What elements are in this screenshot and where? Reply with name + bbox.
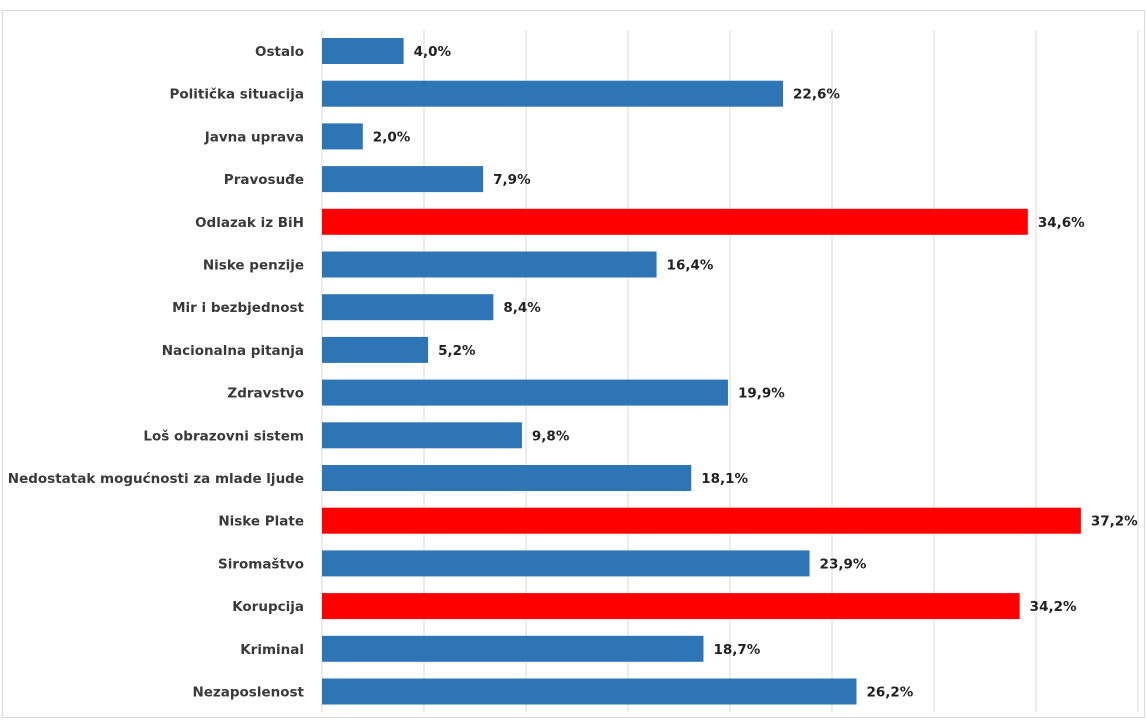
category-label-los-obrazovni-sistem: Loš obrazovni sistem xyxy=(143,428,304,444)
value-label-zdravstvo: 19,9% xyxy=(738,386,785,402)
category-label-mir-i-bezbjednost: Mir i bezbjednost xyxy=(172,300,304,316)
category-label-niske-penzije: Niske penzije xyxy=(203,258,304,274)
category-label-politicka-situacija: Politička situacija xyxy=(170,87,305,103)
value-label-odlazak-iz-bih: 34,6% xyxy=(1038,215,1085,231)
bars xyxy=(322,38,1081,705)
value-label-mir-i-bezbjednost: 8,4% xyxy=(503,300,541,316)
category-label-javna-uprava: Javna uprava xyxy=(204,129,304,145)
bar-politicka-situacija xyxy=(322,80,784,107)
bar-korupcija xyxy=(322,593,1020,620)
value-label-javna-uprava: 2,0% xyxy=(373,129,411,145)
bar-mir-i-bezbjednost xyxy=(322,294,494,321)
category-label-pravosude: Pravosuđe xyxy=(224,172,304,188)
value-label-politicka-situacija: 22,6% xyxy=(793,87,840,103)
value-label-kriminal: 18,7% xyxy=(713,642,760,658)
category-label-niske-plate: Niske Plate xyxy=(218,514,304,530)
bar-los-obrazovni-sistem xyxy=(322,422,522,449)
category-label-korupcija: Korupcija xyxy=(232,599,304,615)
category-label-siromastvo: Siromaštvo xyxy=(218,556,304,572)
value-label-niske-penzije: 16,4% xyxy=(667,258,714,274)
value-label-nezaposlenost: 26,2% xyxy=(866,685,913,701)
category-label-odlazak-iz-bih: Odlazak iz BiH xyxy=(195,215,304,231)
bar-nacionalna-pitanja xyxy=(322,336,429,363)
value-labels: 4,0% 22,6% 2,0% 7,9% 34,6% 16,4% 8,4% 5,2% 19,9%… xyxy=(373,44,1138,701)
value-label-los-obrazovni-sistem: 9,8% xyxy=(532,428,570,444)
bar-ostalo xyxy=(322,38,404,64)
bar-odlazak-iz-bih xyxy=(322,208,1028,235)
category-label-ostalo: Ostalo xyxy=(255,44,304,60)
category-label-nedostatak-mogucnosti-za-mlade-ljude: Nedostatak mogućnosti za mlade ljude xyxy=(8,471,304,487)
value-label-nacionalna-pitanja: 5,2% xyxy=(438,343,476,359)
bar-niske-plate xyxy=(322,507,1081,534)
value-label-niske-plate: 37,2% xyxy=(1091,514,1138,530)
category-label-nacionalna-pitanja: Nacionalna pitanja xyxy=(162,343,304,359)
bar-niske-penzije xyxy=(322,251,657,278)
category-labels: Ostalo Politička situacija Javna uprava Pra… xyxy=(8,44,305,701)
category-label-zdravstvo: Zdravstvo xyxy=(227,386,304,402)
value-label-siromastvo: 23,9% xyxy=(820,556,867,572)
bar-javna-uprava xyxy=(322,123,363,150)
bar-nedostatak-mogucnosti-za-mlade-ljude xyxy=(322,465,692,491)
bar-pravosude xyxy=(322,166,484,193)
value-label-ostalo: 4,0% xyxy=(414,44,452,60)
value-label-korupcija: 34,2% xyxy=(1030,599,1077,615)
value-label-pravosude: 7,9% xyxy=(493,172,531,188)
bar-zdravstvo xyxy=(322,379,728,406)
bar-nezaposlenost xyxy=(322,678,857,705)
value-label-nedostatak-mogucnosti-za-mlade-ljude: 18,1% xyxy=(701,471,748,487)
bar-siromastvo xyxy=(322,550,810,577)
bar-kriminal xyxy=(322,635,704,662)
category-label-nezaposlenost: Nezaposlenost xyxy=(192,685,304,701)
category-label-kriminal: Kriminal xyxy=(240,642,304,658)
